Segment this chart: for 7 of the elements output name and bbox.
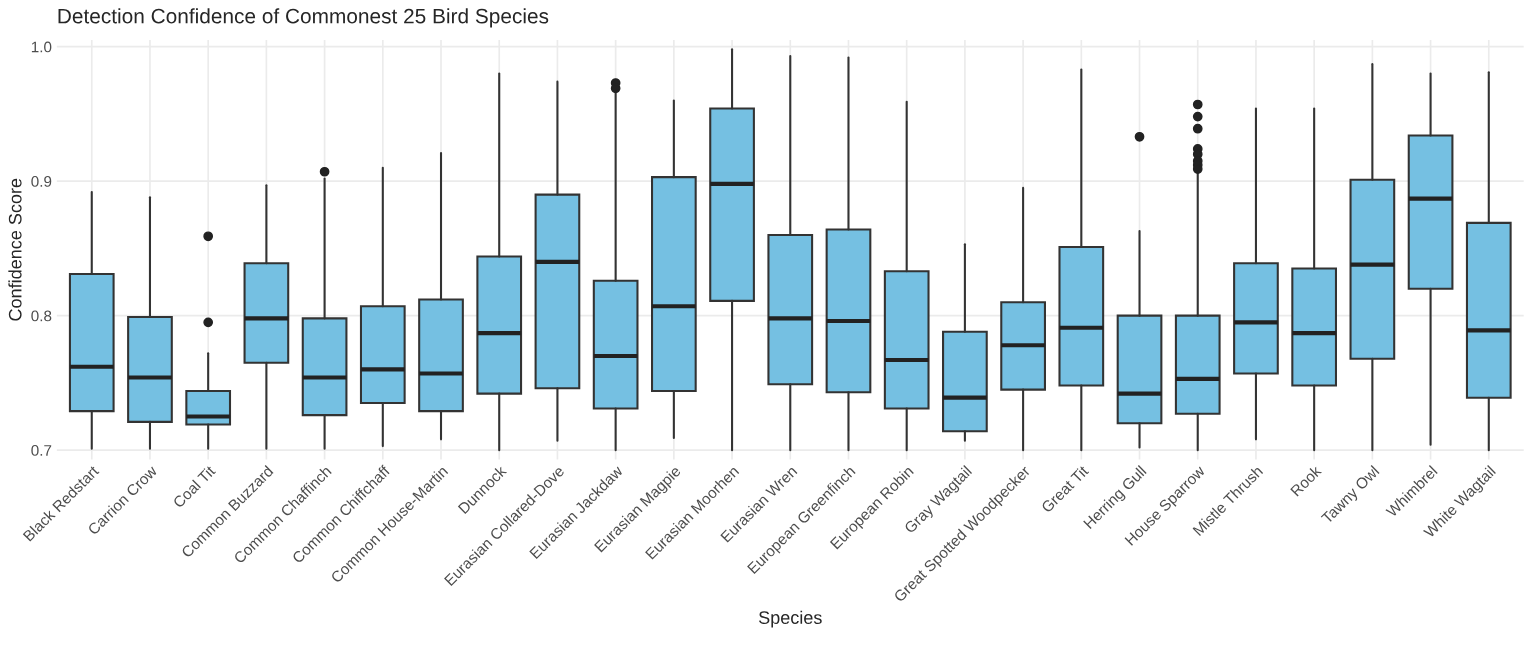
y-tick-label: 0.9 — [31, 176, 52, 187]
chart-title: Detection Confidence of Commonest 25 Bird Species — [58, 8, 549, 28]
y-tick-label: 0.7 — [31, 444, 52, 456]
y-axis-title: Confidence Score — [8, 178, 22, 321]
y-tick-label: 1.0 — [31, 41, 52, 53]
y-tick-label: 0.8 — [31, 310, 52, 322]
x-axis-title: Species — [758, 610, 822, 628]
